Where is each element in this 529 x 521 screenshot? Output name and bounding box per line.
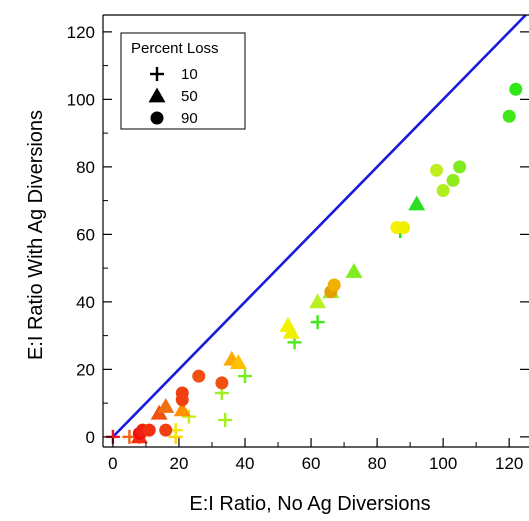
data-point-triangle: [345, 263, 363, 278]
legend-entry-label: 10: [181, 66, 198, 83]
data-point-plus: [310, 315, 325, 330]
data-point-plus: [218, 413, 233, 427]
legend-entries: 10 50 90: [148, 66, 198, 127]
y-tick-label: 40: [76, 293, 95, 312]
legend-title: Percent Loss: [131, 40, 219, 57]
legend-marker-circle: [150, 111, 164, 125]
y-tick-label: 0: [86, 428, 95, 447]
data-point-circle: [397, 221, 411, 235]
legend-marker-plus: [150, 67, 164, 81]
x-tick-label: 60: [302, 454, 321, 473]
x-tick-label: 80: [368, 454, 387, 473]
data-point-triangle: [408, 195, 426, 211]
x-tick-label: 20: [169, 454, 188, 473]
x-tick-label: 0: [108, 454, 117, 473]
data-point-triangle: [282, 323, 300, 339]
data-point-triangle: [157, 398, 175, 413]
data-point-circle: [430, 163, 444, 177]
y-axis-title: E:I Ratio With Ag Diversions: [25, 110, 47, 360]
data-point-plus: [238, 369, 252, 384]
data-point-circle: [327, 278, 341, 292]
data-point-circle: [502, 109, 516, 123]
legend-entry-label: 90: [181, 110, 198, 127]
data-point-circle: [436, 184, 450, 197]
one-to-one-line: [111, 14, 527, 438]
data-points-layer: [105, 82, 523, 444]
axes-layer: 0 20 40 60 80 100 120 0 20 40 60 80 100 120: [67, 14, 529, 473]
y-tick-label: 20: [76, 360, 95, 379]
data-point-circle: [159, 423, 173, 437]
legend-entry-label: 50: [181, 88, 198, 105]
data-point-plus: [181, 409, 196, 424]
y-tick-label: 60: [76, 225, 95, 244]
data-point-circle: [142, 423, 156, 437]
legend-marker-triangle: [148, 87, 166, 103]
data-point-circle: [509, 82, 523, 96]
x-axis-title: E:I Ratio, No Ag Diversions: [189, 493, 430, 515]
x-tick-label: 40: [236, 454, 255, 473]
y-tick-label: 100: [67, 90, 95, 109]
data-point-triangle: [229, 354, 247, 369]
x-tick-label: 100: [429, 454, 457, 473]
data-point-circle: [175, 386, 189, 400]
y-tick-label: 80: [76, 158, 95, 177]
data-point-triangle: [173, 401, 191, 417]
legend-box: [120, 32, 246, 130]
data-point-circle: [453, 160, 467, 174]
plot-frame-layer: [111, 14, 527, 438]
y-tick-label: 120: [67, 23, 95, 42]
data-point-triangle: [309, 293, 327, 309]
legend: Percent Loss 10 50 90: [120, 32, 246, 130]
data-point-circle: [192, 369, 206, 383]
x-tick-label: 120: [495, 454, 523, 473]
data-point-circle: [215, 376, 229, 390]
data-point-circle: [446, 173, 460, 187]
